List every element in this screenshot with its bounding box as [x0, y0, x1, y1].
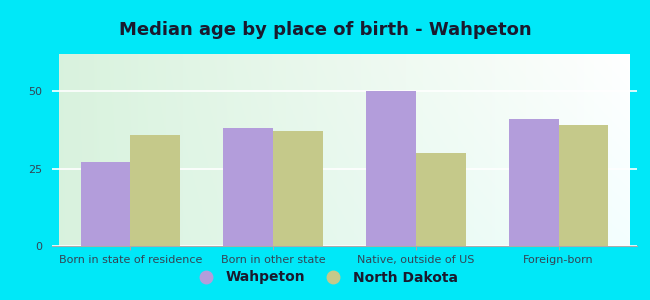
Bar: [558, 125, 608, 246]
Bar: [416, 153, 466, 246]
Bar: [508, 119, 558, 246]
Bar: [273, 131, 323, 246]
Bar: [366, 91, 416, 246]
Bar: [81, 162, 131, 246]
Legend: Wahpeton, North Dakota: Wahpeton, North Dakota: [187, 265, 463, 290]
Bar: [223, 128, 273, 246]
Bar: [131, 134, 181, 246]
Text: Median age by place of birth - Wahpeton: Median age by place of birth - Wahpeton: [119, 21, 531, 39]
